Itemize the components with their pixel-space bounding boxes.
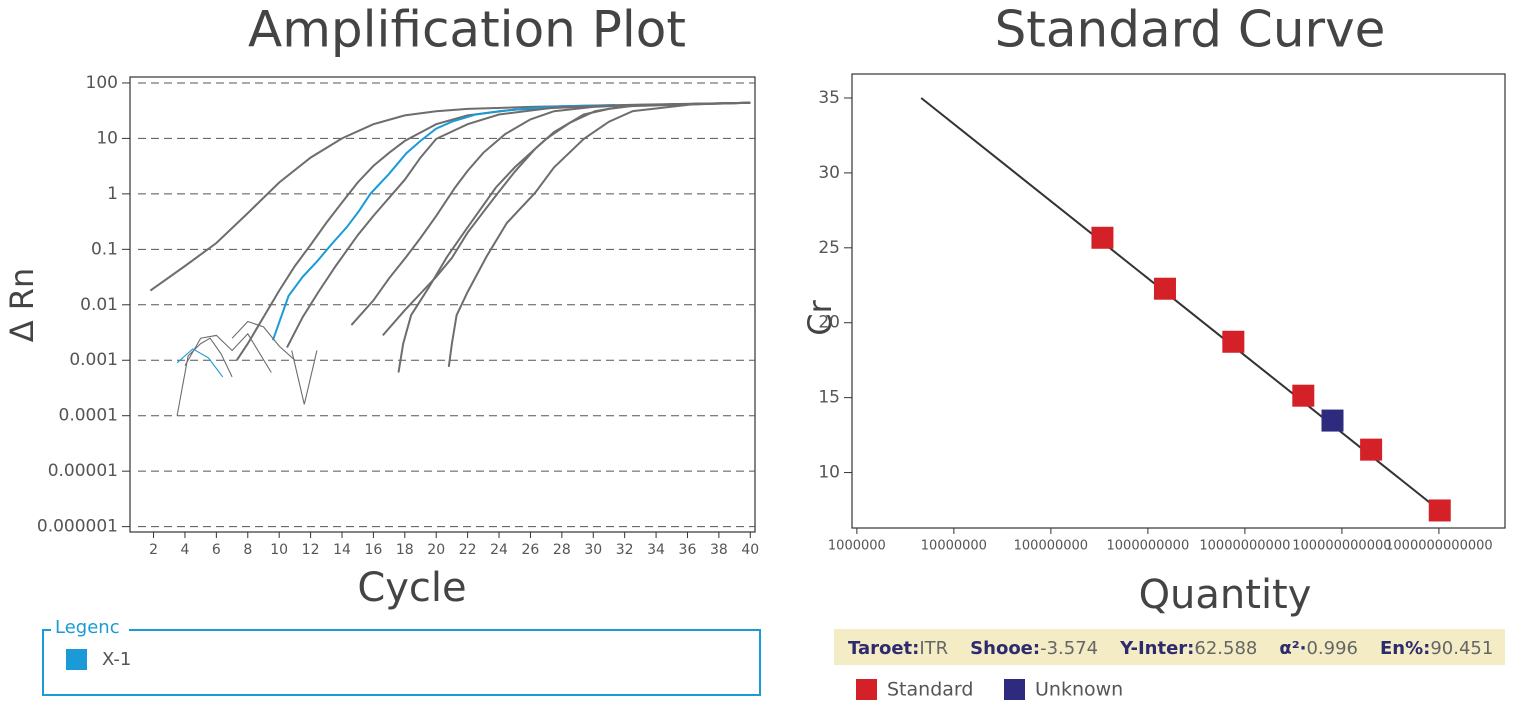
- stat-value: 90.451: [1430, 638, 1493, 659]
- x-axis-title: Quantity: [1139, 572, 1312, 618]
- x-tick-label: 16: [364, 542, 382, 558]
- y-axis-title: Cr: [801, 299, 839, 335]
- x-tick-label: 2: [149, 542, 158, 558]
- curve: [350, 101, 751, 326]
- point: [1360, 438, 1383, 461]
- x-tick-label: 1000000000000: [1385, 539, 1493, 554]
- x-tick-label: 1000000000: [1107, 539, 1190, 554]
- legend-swatch: [856, 679, 877, 700]
- x-tick-label: 30: [584, 542, 602, 558]
- x-tick-label: 14: [333, 542, 351, 558]
- point: [1292, 384, 1315, 407]
- legend-title-bg: [51, 618, 129, 638]
- curve: [231, 320, 296, 361]
- legend-label: Unknown: [1035, 679, 1123, 701]
- y-tick-label: 0.001: [69, 350, 118, 370]
- x-tick-label: 6: [212, 542, 221, 558]
- fit-line: [920, 97, 1441, 512]
- legend-swatch: [1004, 679, 1025, 700]
- x-tick-label: 34: [647, 542, 665, 558]
- stat-value: 62.588: [1194, 638, 1257, 659]
- stat-label: α²·: [1279, 638, 1306, 659]
- chart-title: Standard Curve: [995, 1, 1386, 59]
- curve: [447, 101, 751, 368]
- x-tick-label: 38: [710, 542, 728, 558]
- x-tick-label: 4: [181, 542, 190, 558]
- stat-label: Y-Inter:: [1119, 638, 1194, 659]
- point: [1091, 226, 1114, 249]
- y-tick-label: 35: [818, 88, 840, 108]
- y-axis-title: Δ Rn: [3, 268, 41, 343]
- x-tick-label: 18: [396, 542, 414, 558]
- y-tick-label: 25: [818, 238, 840, 258]
- stat-value: -3.574: [1040, 638, 1098, 659]
- stats: Taroet:ITR Shooe:-3.574 Y-Inter:62.588 α²·0…: [848, 638, 1493, 659]
- y-tick-label: 20: [818, 313, 840, 333]
- stats-bar: [834, 629, 1505, 665]
- x-tick-label: 8: [243, 542, 252, 558]
- x-tick-label: 100000000000: [1292, 539, 1391, 554]
- y-tick-label: 10: [96, 128, 118, 148]
- stat-label: Shooe:: [970, 638, 1040, 659]
- stat-value: 0.996: [1306, 638, 1358, 659]
- legend-label: X-1: [102, 649, 131, 670]
- x-tick-label: 10000000: [921, 539, 987, 554]
- x-tick-label: 40: [741, 542, 759, 558]
- x-tick-label: 10: [270, 542, 288, 558]
- legend-box: [42, 629, 761, 696]
- y-tick-label: 30: [818, 163, 840, 183]
- x-tick-label: 22: [459, 542, 477, 558]
- x-tick-label: 24: [490, 542, 508, 558]
- x-tick-label: 26: [522, 542, 540, 558]
- stat-label: En%:: [1380, 638, 1430, 659]
- y-tick-label: 0.1: [91, 239, 118, 259]
- x-tick-label: 12: [302, 542, 320, 558]
- chart-title: Amplification Plot: [248, 1, 686, 59]
- y-tick-label: 15: [818, 388, 840, 408]
- curve: [184, 332, 272, 373]
- curve: [176, 337, 233, 416]
- x-tick-label: 32: [616, 542, 634, 558]
- point: [1321, 409, 1344, 432]
- y-tick-label: 10: [818, 463, 840, 483]
- curve: [176, 348, 224, 378]
- y-tick-label: 0.01: [80, 295, 118, 315]
- curve: [271, 104, 616, 341]
- legend-swatch: [66, 649, 87, 670]
- y-tick-label: 1: [107, 184, 118, 204]
- curve: [291, 350, 318, 405]
- stat-label: Taroet:: [848, 638, 919, 659]
- x-tick-label: 20: [427, 542, 445, 558]
- point: [1222, 330, 1245, 353]
- y-tick-label: 100: [86, 73, 118, 93]
- x-tick-label: 10000000000: [1199, 539, 1290, 554]
- y-tick-label: 0.000001: [37, 517, 118, 537]
- legend-title: Legenc: [55, 617, 120, 638]
- x-tick-label: 100000000: [1014, 539, 1088, 554]
- legend-label: Standard: [887, 679, 973, 701]
- plot-area: [851, 73, 1506, 529]
- x-tick-label: 28: [553, 542, 571, 558]
- y-tick-label: 0.0001: [59, 406, 118, 426]
- stat-value: ITR: [919, 638, 948, 659]
- y-tick-label: 0.00001: [48, 461, 118, 481]
- curve: [286, 101, 751, 348]
- point: [1153, 277, 1176, 300]
- curve: [397, 101, 751, 373]
- x-axis-title: Cycle: [357, 565, 466, 611]
- x-tick-label: 1000000: [828, 539, 886, 554]
- point: [1428, 499, 1451, 522]
- x-tick-label: 36: [679, 542, 697, 558]
